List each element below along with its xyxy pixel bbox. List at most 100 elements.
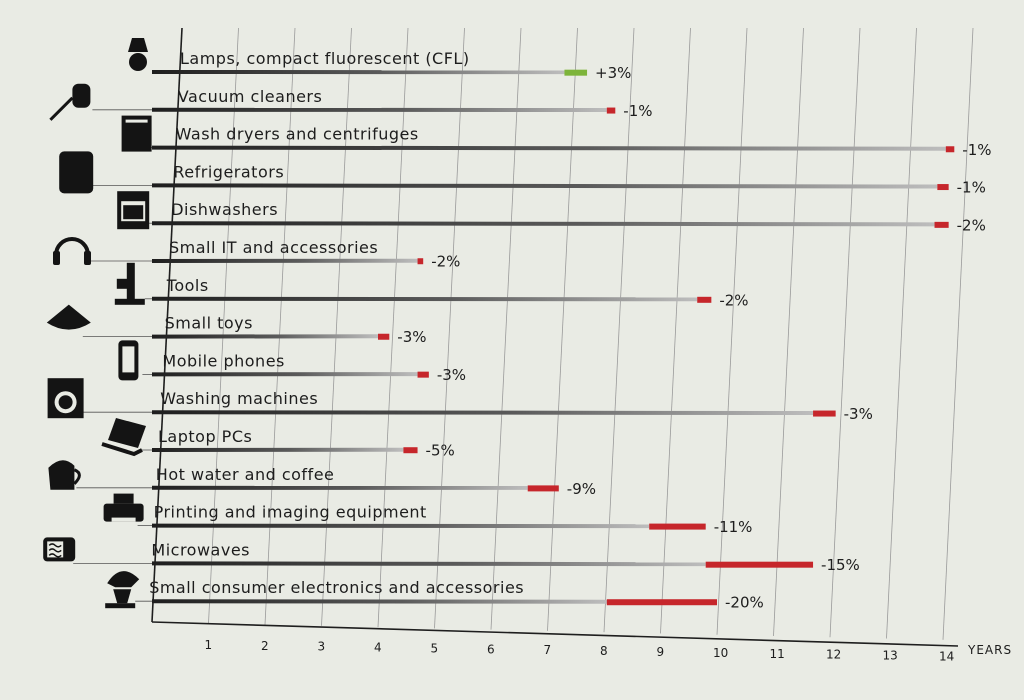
- x-tick-label: 10: [713, 646, 728, 660]
- x-tick-label: 5: [431, 641, 439, 655]
- grid-line: [547, 27, 578, 631]
- headphones-icon: [53, 237, 91, 265]
- category-label: Small consumer electronics and accessori…: [149, 578, 524, 597]
- spinning-top-icon: [46, 304, 91, 330]
- change-segment: [378, 333, 390, 340]
- bar-row: Refrigerators -1%: [152, 162, 986, 197]
- bar: [152, 561, 706, 567]
- bar-row: Lamps, compact fluorescent (CFL) +3%: [152, 49, 631, 82]
- x-tick-label: 4: [374, 641, 382, 655]
- x-tick-label: 9: [657, 645, 665, 659]
- change-label: -1%: [957, 179, 986, 197]
- change-segment: [606, 599, 717, 606]
- category-label: Refrigerators: [173, 162, 284, 181]
- grid-lines: [151, 27, 974, 647]
- bar-row: Small IT and accessories -2%: [152, 238, 460, 271]
- bar-row: Wash dryers and centrifuges -1%: [152, 125, 992, 159]
- x-tick-label: 1: [205, 638, 213, 652]
- bar-row: Washing machines -3%: [152, 389, 873, 423]
- refrigerator-icon: [59, 151, 94, 194]
- bar-row: Dishwashers -2%: [152, 200, 986, 234]
- bar: [152, 258, 418, 263]
- dryer-icon: [121, 115, 152, 152]
- bar: [152, 485, 528, 490]
- bar: [152, 523, 650, 529]
- bar-row: Vacuum cleaners -1%: [152, 87, 653, 120]
- grid-line: [829, 27, 861, 638]
- drill-icon: [114, 262, 145, 305]
- change-label: -20%: [725, 594, 764, 612]
- grid-line: [490, 27, 522, 630]
- category-label: Dishwashers: [171, 200, 278, 219]
- change-segment: [417, 371, 429, 378]
- mobile-phone-icon: [118, 340, 139, 381]
- microwave-icon: [43, 537, 76, 562]
- bar-row: Printing and imaging equipment -11%: [152, 503, 752, 536]
- x-tick-label: 7: [544, 643, 552, 657]
- category-label: Mobile phones: [162, 351, 284, 370]
- bar: [152, 183, 938, 189]
- category-label: Vacuum cleaners: [178, 87, 323, 106]
- change-segment: [564, 69, 588, 76]
- change-segment: [649, 523, 706, 530]
- bar: [152, 410, 814, 416]
- x-tick-label: 13: [883, 649, 898, 663]
- bar: [152, 599, 607, 604]
- stand-mixer-icon: [105, 571, 140, 609]
- change-segment: [813, 410, 836, 417]
- grid-line: [886, 27, 917, 639]
- change-segment: [934, 221, 949, 228]
- x-axis: YEARS 1 2 3 4 5 6 7 8 9 10 11 12 13 14: [205, 638, 1012, 664]
- category-label: Tools: [166, 276, 209, 295]
- change-label: -2%: [431, 253, 460, 271]
- bar: [152, 296, 698, 302]
- change-label: -1%: [962, 141, 991, 159]
- category-label: Hot water and coffee: [156, 465, 335, 484]
- change-segment: [705, 561, 814, 568]
- category-label: Small toys: [165, 314, 253, 333]
- grid-line: [716, 27, 748, 635]
- x-axis-line: [151, 621, 959, 647]
- change-label: -3%: [397, 328, 426, 346]
- change-label: -3%: [437, 366, 466, 384]
- printer-icon: [103, 493, 144, 522]
- x-tick-label: 8: [600, 644, 608, 658]
- change-label: -11%: [714, 518, 753, 536]
- grid-line: [434, 27, 465, 629]
- grid-line: [773, 27, 804, 637]
- washing-machine-icon: [47, 378, 84, 419]
- category-label: Wash dryers and centrifuges: [176, 125, 419, 144]
- change-label: -3%: [844, 405, 873, 423]
- x-axis-title: YEARS: [967, 643, 1012, 657]
- change-label: -9%: [567, 480, 596, 498]
- vacuum-cleaner-icon: [49, 83, 91, 121]
- kettle-icon: [48, 460, 81, 490]
- bar-row: Laptop PCs -5%: [152, 427, 455, 460]
- change-label: -2%: [957, 216, 986, 234]
- category-label: Laptop PCs: [158, 427, 252, 446]
- grid-line: [942, 27, 974, 640]
- bar: [152, 334, 378, 339]
- lamp-icon: [128, 38, 148, 71]
- y-axis-line: [151, 27, 183, 623]
- change-label: +3%: [595, 64, 631, 82]
- grid-line: [321, 27, 352, 626]
- x-tick-label: 6: [487, 642, 495, 656]
- bar: [152, 70, 565, 75]
- grid-line: [660, 27, 691, 634]
- category-label: Microwaves: [151, 540, 250, 559]
- change-label: -5%: [426, 442, 455, 460]
- x-tick-label: 11: [770, 647, 785, 661]
- category-icons: [43, 38, 152, 609]
- change-segment: [945, 146, 955, 153]
- change-label: -1%: [623, 102, 652, 120]
- change-segment: [527, 485, 559, 492]
- bar: [152, 221, 935, 227]
- change-segment: [937, 184, 949, 191]
- bar-row: Hot water and coffee -9%: [152, 465, 596, 498]
- bar: [152, 145, 946, 151]
- category-label: Small IT and accessories: [169, 238, 378, 257]
- change-label: -2%: [719, 291, 748, 309]
- bar-row: Small toys -3%: [152, 314, 427, 346]
